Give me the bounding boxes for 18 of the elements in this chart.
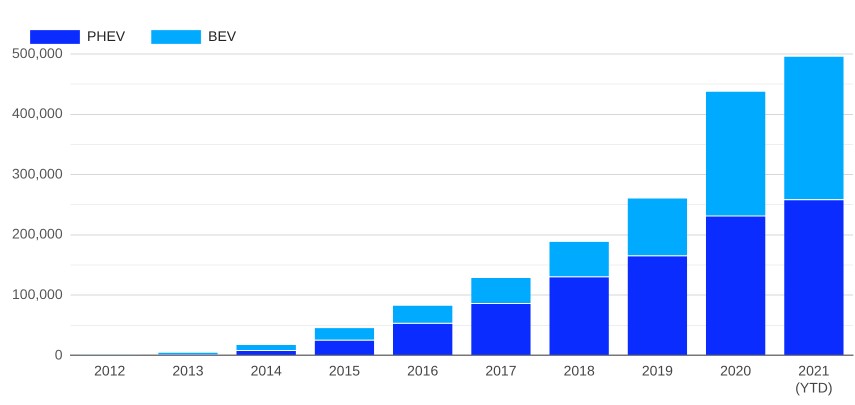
x-tick-label: 2014 [250, 362, 282, 379]
y-tick-label: 100,000 [12, 286, 63, 302]
legend-label: PHEV [87, 28, 126, 44]
x-tick-label: 2017 [485, 362, 517, 379]
y-tick-label: 200,000 [12, 226, 63, 242]
legend-label: BEV [208, 28, 237, 44]
y-tick-label: 300,000 [12, 165, 63, 182]
x-tick-label: 2015 [328, 362, 360, 379]
y-tick-label: 0 [54, 346, 63, 362]
x-tick-label: 2013 [172, 362, 204, 379]
y-tick-label: 500,000 [12, 44, 63, 61]
x-tick-label: 2012 [94, 362, 126, 379]
x-tick-label: 2021 (YTD) [795, 362, 833, 396]
y-tick-label: 400,000 [12, 105, 63, 122]
x-tick-label: 2018 [564, 362, 595, 379]
x-tick-label: 2019 [642, 362, 674, 379]
x-tick-label: 2016 [407, 362, 438, 379]
x-tick-label: 2020 [720, 362, 752, 379]
